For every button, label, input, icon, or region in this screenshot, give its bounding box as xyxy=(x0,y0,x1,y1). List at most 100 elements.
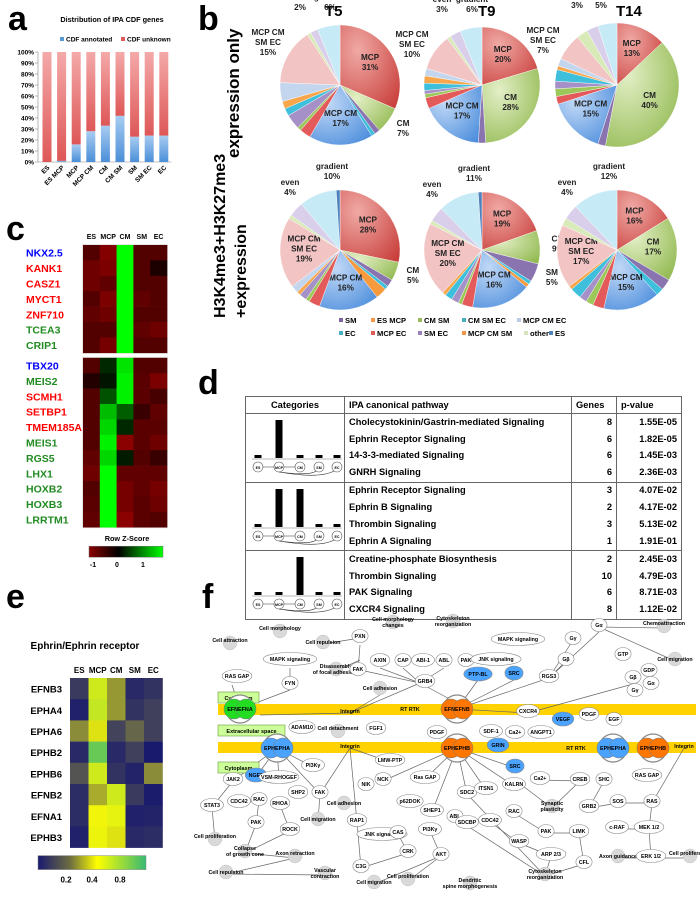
node-label-grin: GRIN xyxy=(491,743,504,749)
pie-label-mcp: MCP 20% xyxy=(494,45,513,64)
pie-slice-mcp-cm xyxy=(557,84,618,145)
legend-label-sm: SM xyxy=(345,316,356,325)
stage-label-es: ES xyxy=(256,466,261,470)
legend-label-other: other xyxy=(530,329,549,338)
node-label-integrin: Integrin xyxy=(340,709,359,715)
stage-label-ec: EC xyxy=(335,535,340,539)
cell-genes: 3 xyxy=(571,482,617,500)
chart-a-bars xyxy=(42,52,169,162)
pathway-edge xyxy=(244,852,296,859)
node-label-ras: RAS xyxy=(646,799,658,805)
molecule-node xyxy=(287,785,309,799)
pathway-edge xyxy=(225,857,296,875)
function-icon xyxy=(237,843,253,859)
column-label-ec: EC xyxy=(148,666,159,675)
pie-slice-cm xyxy=(616,218,678,281)
node-label-grb2: GRB2 xyxy=(582,804,597,810)
node-label-gtp: GTP xyxy=(618,652,629,658)
node-label-vsm-rhogef: VSM-RHOGEF xyxy=(261,775,298,781)
y-tick-label: 60% xyxy=(21,94,34,101)
heatmap-cell-ephb6-ec xyxy=(144,762,163,785)
colorbar-gradient xyxy=(37,855,147,870)
function-icon xyxy=(366,874,382,890)
heatmap-cell-ephb6-es xyxy=(70,762,89,785)
y-tick-label: 50% xyxy=(21,105,34,112)
profile-bar-cm xyxy=(296,557,304,595)
node-label-limk: LIMK xyxy=(573,829,586,835)
molecule-node xyxy=(399,844,417,858)
gene-label-myct1: MYCT1 xyxy=(26,294,62,306)
legend-label-es: ES xyxy=(555,329,565,338)
pie-slice-gradient xyxy=(459,26,483,86)
node-label-pak: PAK xyxy=(251,820,262,826)
node-label-cell-proliferation: Cell proliferation xyxy=(194,834,236,840)
category-profile-icon: ES MCP CM SM EC xyxy=(252,557,343,613)
node-label-rock: ROCK xyxy=(282,827,298,833)
profile-bar-mcp xyxy=(275,592,283,595)
node-label-shp2: SHP2 xyxy=(291,790,305,796)
molecule-node xyxy=(631,768,663,782)
legend-swatch-es-mcp xyxy=(371,318,375,322)
pie-label-cm: CM 40% xyxy=(641,91,658,110)
pie-label-mcp-cm: MCP CM 15% xyxy=(574,99,607,118)
cell-pathway: Thrombin Signaling xyxy=(349,570,437,581)
pie-slice-mcp-cm-sm-ec xyxy=(279,218,341,287)
dimer-right-ephepha xyxy=(272,737,294,759)
node-label-src: SRC xyxy=(509,764,520,770)
heatmap-cell-tcea3-mcp xyxy=(99,322,117,338)
molecule-node xyxy=(569,772,591,786)
heatmap-cell-casz1-es xyxy=(83,275,101,292)
heatmap-cell-crip1-cm xyxy=(116,337,134,354)
dimer-label-efnefna: EFNEFNA xyxy=(227,707,253,713)
bar-cdf-annotated-cm xyxy=(100,125,110,162)
molecule-node xyxy=(409,770,441,784)
heatmap-cell-scmh1-es xyxy=(83,388,101,405)
node-label-shc: SHC xyxy=(598,777,609,783)
node-label-cas: CAS xyxy=(392,830,404,836)
pie-label-cm: CM 7% xyxy=(397,119,410,138)
colorbar-gradient xyxy=(88,545,164,558)
stage-node-ec xyxy=(331,530,343,541)
stage-label-mcp: MCP xyxy=(275,466,284,470)
pie-t14-row2: MCP 16%CM 17%MCP CM 15% MCP CM SM EC 17% even 4%… xyxy=(556,162,678,311)
bar-cdf-annotated-mcp-cm xyxy=(86,131,96,162)
heatmap-cell-efnb3-sm xyxy=(125,678,145,700)
node-label-g: Gβ xyxy=(562,657,570,663)
pie-slice-mcp xyxy=(481,26,538,86)
cell-pathway: Ephrin B Signaling xyxy=(349,502,433,513)
molecule-node xyxy=(590,618,608,632)
heatmap-cell-crip1-ec xyxy=(150,337,168,354)
node-label-collapse-of-growth-cone: Collapse of growth cone xyxy=(226,846,264,858)
molecule-node xyxy=(258,770,300,784)
legend-label-cdf-unknown: CDF unknown xyxy=(127,37,171,44)
node-label-integrin: Integrin xyxy=(674,744,693,750)
compartment-label-cytoplasm: Cytoplasm xyxy=(224,766,252,772)
bar-cdf-unknown-cm xyxy=(100,52,110,126)
legend-swatch-mcp-cm-sm xyxy=(462,331,466,335)
heatmap-cell-epha4-ec xyxy=(144,699,163,721)
pie-label-gradient: gradient 12% xyxy=(593,162,626,181)
function-icon xyxy=(315,634,331,650)
colorbar-title: Row Z-Score xyxy=(105,534,150,543)
function-icon xyxy=(287,848,303,864)
function-icon xyxy=(445,613,461,629)
heatmap-cell-scmh1-mcp xyxy=(99,388,117,405)
gene-label-znf710: ZNF710 xyxy=(26,309,64,321)
molecule-node xyxy=(505,804,523,818)
heatmap-cell-tcea3-ec xyxy=(150,322,168,338)
gene-label-nkx2-5: NKX2.5 xyxy=(26,248,63,260)
pie-slice-gradient xyxy=(575,189,618,251)
gene-label-efnb2: EFNB2 xyxy=(31,791,62,802)
column-label-sm: SM xyxy=(129,666,141,675)
molecule-node xyxy=(568,824,590,838)
legend-swatch-ec xyxy=(339,331,343,335)
gene-label-setbp1: SETBP1 xyxy=(26,407,67,419)
pie-t5-row2: MCP 28% CM 5% MCP CM 16% MCP CM SM EC 19% even 4% g… xyxy=(279,162,419,311)
cell-pvalue: 2.45E-03 xyxy=(616,550,682,568)
chart-c-column-labels: ES MCP CM SM EC xyxy=(87,234,164,241)
node-label-fak: FAK xyxy=(315,790,326,796)
heatmap-cell-ephb3-sm xyxy=(125,826,145,848)
node-label-pi3k: PI3Kγ xyxy=(423,827,438,833)
node-label-fgf1: FGF1 xyxy=(369,726,383,732)
